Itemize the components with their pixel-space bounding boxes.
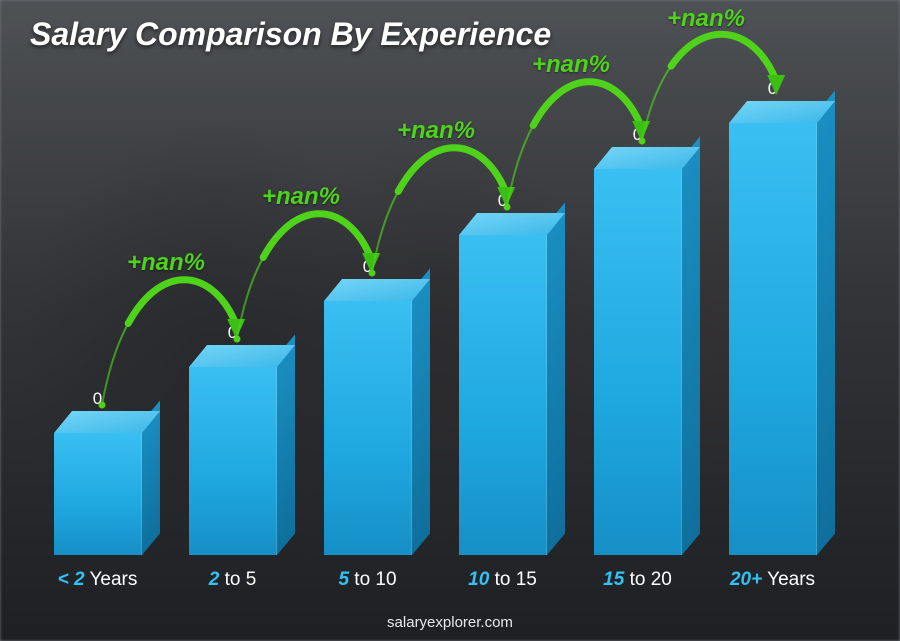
bar-value: 0 bbox=[729, 79, 817, 99]
bar-side bbox=[412, 269, 430, 555]
bar-top bbox=[324, 279, 412, 301]
category-plain: to 20 bbox=[624, 569, 672, 590]
bar-top bbox=[459, 213, 547, 235]
delta-label: +nan% bbox=[397, 117, 475, 145]
category-plain: to 10 bbox=[349, 569, 397, 590]
bar-0: 0 < 2 Years bbox=[30, 433, 165, 591]
bar-top bbox=[594, 147, 682, 169]
bar-front: 0 bbox=[324, 301, 412, 555]
bar-value: 0 bbox=[324, 257, 412, 277]
bar-category: 10 to 15 bbox=[468, 569, 537, 591]
bar-category: 5 to 10 bbox=[338, 569, 396, 591]
bar-body: 0 bbox=[54, 433, 142, 555]
bar-body: 0 bbox=[729, 123, 817, 555]
bar-value: 0 bbox=[594, 125, 682, 145]
bar-category: < 2 Years bbox=[58, 569, 138, 591]
bar-category: 15 to 20 bbox=[603, 569, 672, 591]
bar-body: 0 bbox=[594, 169, 682, 555]
bar-category: 2 to 5 bbox=[209, 569, 257, 591]
bar-side bbox=[817, 91, 835, 555]
bar-value: 0 bbox=[459, 191, 547, 211]
bar-value: 0 bbox=[54, 389, 142, 409]
category-accent: 15 bbox=[603, 569, 624, 590]
delta-label: +nan% bbox=[667, 5, 745, 33]
bar-category: 20+ Years bbox=[730, 569, 815, 591]
bar-body: 0 bbox=[324, 301, 412, 555]
bar-5: 0 20+ Years bbox=[705, 123, 840, 591]
chart-title: Salary Comparison By Experience bbox=[30, 16, 551, 53]
category-accent: 2 bbox=[209, 569, 220, 590]
bar-front: 0 bbox=[459, 235, 547, 555]
category-plain: to 15 bbox=[489, 569, 537, 590]
category-accent: 20+ bbox=[730, 569, 762, 590]
category-accent: < 2 bbox=[58, 569, 85, 590]
bar-1: 0 2 to 5 bbox=[165, 367, 300, 591]
bar-body: 0 bbox=[459, 235, 547, 555]
bar-3: 0 10 to 15 bbox=[435, 235, 570, 591]
delta-label: +nan% bbox=[262, 183, 340, 211]
bar-side bbox=[547, 203, 565, 555]
category-accent: 5 bbox=[338, 569, 349, 590]
bar-top bbox=[54, 411, 142, 433]
bar-side bbox=[682, 137, 700, 555]
category-plain: Years bbox=[85, 569, 138, 590]
bar-top bbox=[729, 101, 817, 123]
bar-front: 0 bbox=[594, 169, 682, 555]
bar-front: 0 bbox=[189, 367, 277, 555]
category-plain: Years bbox=[762, 569, 815, 590]
bar-side bbox=[277, 335, 295, 555]
bar-top bbox=[189, 345, 277, 367]
bar-chart: 0 < 2 Years 0 2 to 5 0 5 to 10 0 10 to 15 0 15 to… bbox=[30, 71, 840, 591]
delta-label: +nan% bbox=[127, 249, 205, 277]
bar-body: 0 bbox=[189, 367, 277, 555]
category-accent: 10 bbox=[468, 569, 489, 590]
bar-value: 0 bbox=[189, 323, 277, 343]
category-plain: to 5 bbox=[219, 569, 256, 590]
bar-front: 0 bbox=[54, 433, 142, 555]
bar-4: 0 15 to 20 bbox=[570, 169, 705, 591]
bar-2: 0 5 to 10 bbox=[300, 301, 435, 591]
bar-front: 0 bbox=[729, 123, 817, 555]
delta-label: +nan% bbox=[532, 51, 610, 79]
footer-attribution: salaryexplorer.com bbox=[0, 614, 900, 631]
